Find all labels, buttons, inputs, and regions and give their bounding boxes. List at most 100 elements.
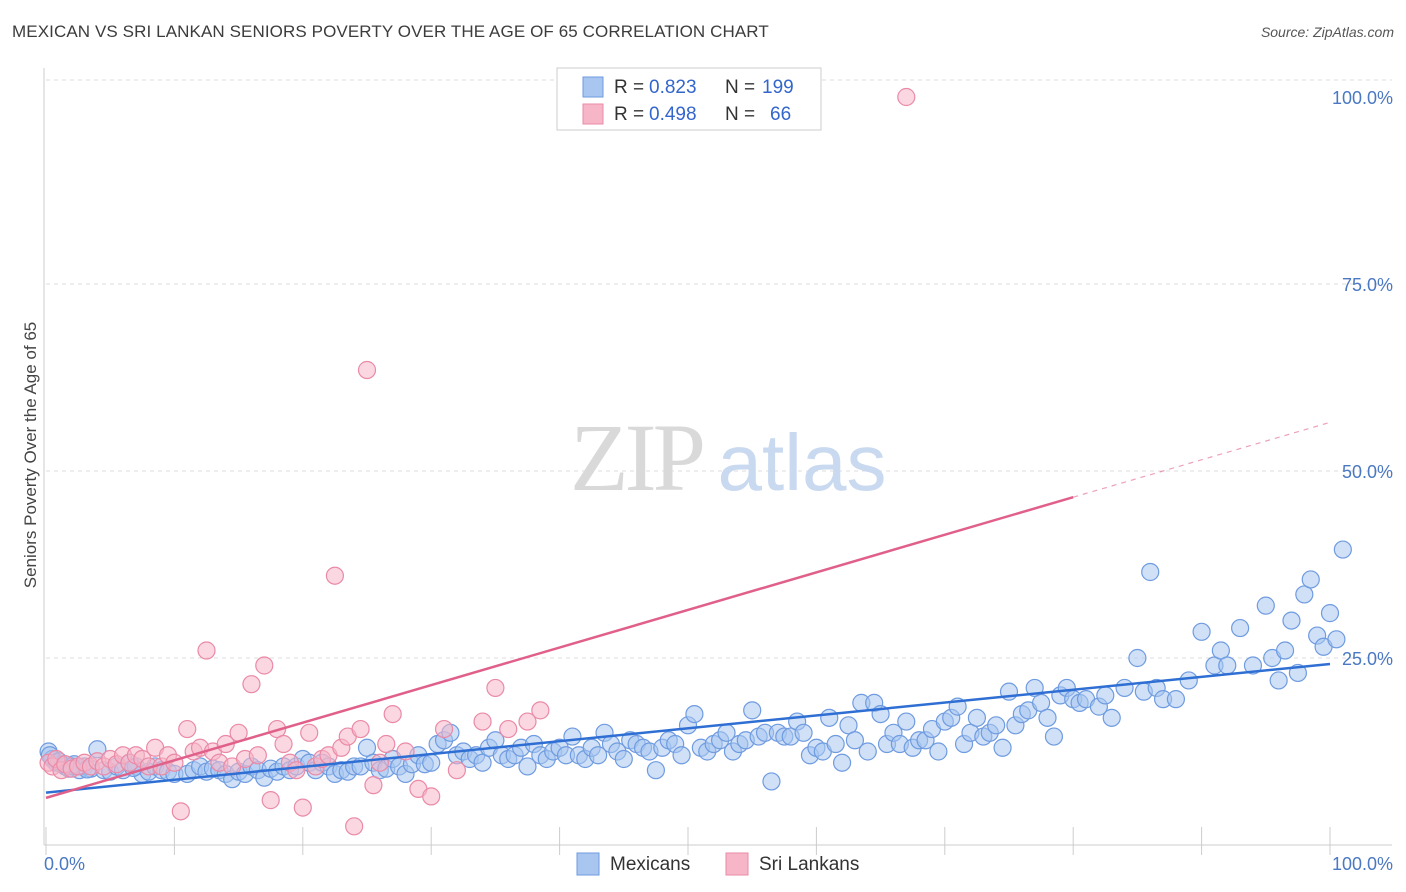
point-sri-lankans-23 (178, 719, 197, 739)
point-sri-lankans-35 (255, 656, 274, 675)
legend-r-value-2: 0.498 (649, 104, 697, 125)
point-sri-lankans-50 (351, 719, 370, 739)
point-mexicans-125 (832, 753, 852, 772)
bottom-legend-swatch-sri-lankans (725, 852, 749, 876)
point-mexicans-102 (685, 704, 704, 724)
bottom-legend-label-mexicans: Mexicans (610, 854, 690, 875)
point-mexicans-124 (826, 734, 845, 754)
point-sri-lankans-63 (499, 719, 518, 739)
y-tick-label-3: 25.0% (1342, 649, 1393, 669)
point-mexicans-188 (1301, 570, 1320, 589)
point-sri-lankans-60 (447, 761, 466, 780)
point-sri-lankans-62 (486, 678, 505, 698)
point-mexicans-91 (614, 749, 633, 769)
x-tick-label-min: 0.0% (44, 854, 85, 874)
point-mexicans-179 (1231, 618, 1250, 638)
legend-n-value-2: 66 (770, 104, 791, 125)
point-mexicans-158 (1044, 727, 1064, 746)
legend-n-label-2: N = (725, 104, 755, 125)
point-mexicans-127 (845, 731, 865, 750)
y-tick-label-1: 75.0% (1342, 275, 1393, 295)
point-mexicans-69 (473, 753, 492, 772)
point-mexicans-83 (563, 727, 582, 746)
point-mexicans-123 (820, 708, 839, 727)
point-mexicans-183 (1269, 671, 1288, 690)
point-sri-lankans-51 (357, 360, 377, 380)
point-mexicans-174 (1179, 671, 1198, 690)
legend-n-value-1: 199 (762, 77, 794, 98)
watermark-zip: ZIP (570, 404, 703, 511)
point-sri-lankans-38 (274, 734, 293, 754)
point-sri-lankans-52 (364, 776, 383, 795)
y-tick-labels: 100.0% 75.0% 50.0% 25.0% (1332, 88, 1393, 669)
y-axis-title: Seniors Poverty Over the Age of 65 (21, 322, 40, 588)
point-mexicans-96 (646, 761, 666, 780)
point-mexicans-149 (987, 716, 1006, 735)
x-tick-label-max: 100.0% (1332, 854, 1393, 874)
point-sri-lankans-36 (261, 791, 280, 810)
point-sri-lankans-34 (248, 746, 267, 765)
point-mexicans-181 (1256, 596, 1275, 615)
legend-r-label-1: R = (614, 77, 644, 98)
point-mexicans-184 (1275, 641, 1295, 660)
point-mexicans-166 (1102, 708, 1121, 727)
point-mexicans-61 (422, 753, 441, 772)
y-tick-label-2: 50.0% (1342, 462, 1393, 482)
point-sri-lankans-49 (345, 817, 364, 836)
point-mexicans-140 (929, 742, 948, 761)
point-sri-lankans-59 (434, 719, 454, 739)
watermark-atlas: atlas (718, 418, 887, 507)
point-mexicans-157 (1038, 708, 1057, 727)
point-mexicans-175 (1192, 622, 1211, 641)
chart-source: Source: ZipAtlas.com (1260, 24, 1394, 40)
legend-r-value-1: 0.823 (649, 77, 697, 98)
point-mexicans-146 (967, 708, 987, 727)
legend: R = 0.823 N = 199 R = 0.498 N = 66 (556, 67, 822, 131)
watermark: ZIP atlas (570, 404, 886, 511)
point-mexicans-193 (1333, 540, 1352, 559)
trend-line-sri-lankans (45, 495, 1074, 800)
point-mexicans-187 (1295, 585, 1314, 604)
point-sri-lankans-41 (293, 798, 312, 817)
point-mexicans-87 (589, 746, 608, 765)
chart-title: MEXICAN VS SRI LANKAN SENIORS POVERTY OV… (12, 22, 769, 41)
point-mexicans-167 (1115, 678, 1134, 698)
point-sri-lankans-58 (422, 787, 441, 806)
point-mexicans-129 (858, 742, 877, 761)
point-sri-lankans-40 (287, 761, 306, 780)
point-mexicans-177 (1211, 641, 1230, 660)
trend-line-sri-lankans-extension (1073, 421, 1331, 498)
legend-n-label-1: N = (725, 77, 755, 98)
point-mexicans-114 (762, 772, 781, 791)
point-sri-lankans-61 (473, 712, 492, 731)
point-mexicans-191 (1320, 604, 1340, 623)
point-mexicans-165 (1096, 686, 1115, 705)
point-mexicans-135 (897, 712, 916, 731)
point-sri-lankans-66 (897, 87, 916, 107)
bottom-legend-swatch-mexicans (576, 852, 600, 876)
point-sri-lankans-22 (171, 802, 190, 821)
point-mexicans-51 (357, 738, 377, 757)
point-mexicans-170 (1141, 562, 1160, 582)
point-sri-lankans-33 (242, 675, 261, 694)
legend-swatch-sri-lankans (582, 103, 604, 125)
point-mexicans-180 (1243, 656, 1263, 675)
point-mexicans-119 (794, 723, 813, 742)
legend-r-label-2: R = (614, 104, 644, 125)
bottom-legend-label-sri-lankans: Sri Lankans (759, 854, 859, 875)
bottom-legend: Mexicans Sri Lankans (576, 852, 859, 876)
legend-swatch-mexicans (582, 76, 604, 98)
point-sri-lankans-54 (377, 734, 396, 754)
point-mexicans-156 (1031, 693, 1051, 712)
point-sri-lankans-53 (370, 753, 389, 772)
point-sri-lankans-42 (300, 723, 319, 742)
point-mexicans-126 (839, 716, 858, 735)
point-sri-lankans-46 (325, 566, 344, 585)
point-mexicans-173 (1166, 690, 1186, 709)
trend-layer (45, 421, 1331, 800)
point-mexicans-150 (993, 738, 1012, 757)
point-sri-lankans-65 (531, 701, 550, 720)
point-mexicans-100 (672, 746, 691, 765)
y-tick-label-0: 100.0% (1332, 88, 1393, 108)
